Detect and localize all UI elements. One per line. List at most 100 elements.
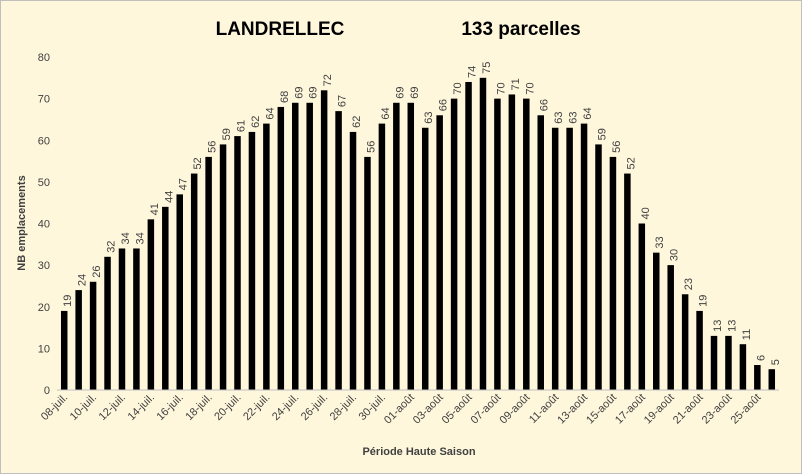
bar [609,156,617,390]
bar-value-label: 34 [134,232,146,244]
bar-value-label: 6 [755,355,767,361]
bar-value-label: 70 [452,82,464,94]
bar [89,281,97,390]
bar-value-label: 56 [611,141,623,153]
x-tick-label: 07-août [469,392,504,427]
bar [653,252,660,390]
bar-value-label: 72 [322,74,334,86]
bar [421,127,429,390]
bar-value-label: 13 [726,320,738,332]
chart-title: LANDRELLEC [216,19,345,40]
y-tick-label: 30 [38,260,50,272]
x-tick-label: 16-juil. [154,392,185,423]
bar [551,127,559,390]
bar-value-label: 69 [394,87,406,99]
bar-value-label: 33 [654,236,666,248]
bar [364,156,371,390]
bar-value-label: 44 [163,191,175,203]
bar [335,111,342,391]
bar [104,256,111,390]
x-tick-label: 13-août [555,392,590,427]
bar-value-label: 52 [625,157,637,169]
x-tick-label: 10-juil. [68,392,99,423]
bar [190,173,198,390]
bar [624,173,631,390]
y-tick-label: 80 [38,52,50,64]
bar-value-label: 66 [438,99,450,111]
bar [277,106,285,390]
bar [754,365,761,390]
bar-value-label: 71 [510,78,522,90]
x-axis-title: Période Haute Saison [362,446,475,458]
bar-value-label: 66 [539,99,551,111]
x-tick-label: 20-juil. [212,392,243,423]
y-axis-title: NB emplacements [16,175,28,270]
bar [407,102,415,390]
bar-value-label: 69 [409,87,421,99]
x-tick-label: 17-août [613,392,648,427]
bar-value-label: 34 [120,232,132,244]
x-tick-label: 21-août [671,392,706,427]
x-tick-label: 01-août [382,392,417,427]
bar-value-label: 59 [597,128,609,140]
bar [537,115,544,391]
y-tick-label: 10 [38,343,50,355]
bar-value-label: 62 [250,116,262,128]
bar-value-label: 70 [524,82,536,94]
x-tick-label: 09-août [498,392,533,427]
bar-value-label: 69 [293,87,305,99]
x-tick-label: 11-août [527,392,561,426]
bar [768,369,776,390]
bar [508,94,516,391]
bar-value-label: 64 [582,107,594,119]
bar [349,131,357,391]
bar-value-label: 64 [264,107,276,119]
bar [320,90,328,391]
x-tick-label: 12-juil. [97,392,128,423]
bar-value-label: 59 [221,128,233,140]
bar-value-label: 23 [683,278,695,290]
bar-value-label: 56 [207,141,219,153]
bar [465,81,472,390]
bar [638,223,646,390]
bar-value-label: 26 [91,266,103,278]
bar [436,115,443,391]
x-tick-label: 25-août [729,392,764,427]
y-tick-label: 50 [38,177,50,189]
bar-value-label: 41 [149,203,161,215]
x-tick-label: 24-juil. [270,392,301,423]
x-tick-label: 05-août [440,392,475,427]
bar-value-label: 75 [481,62,493,74]
bar [523,98,530,390]
bar [147,219,155,390]
bar [595,144,602,390]
bar-value-label: 62 [351,116,363,128]
bar-value-label: 40 [640,207,652,219]
bar [710,335,718,390]
bar-value-label: 61 [236,120,248,132]
bar [234,136,241,390]
bar [263,123,270,390]
chart-subtitle: 133 parcelles [461,19,580,40]
y-tick-label: 20 [38,302,50,314]
x-tick-label: 22-juil. [241,392,272,423]
bar-value-label: 13 [712,320,724,332]
bar [725,335,732,390]
bar [118,248,126,390]
bar-value-label: 63 [423,112,435,124]
bar [176,194,183,390]
bar [479,77,487,390]
bar-value-label: 70 [495,82,507,94]
bar [378,123,386,390]
bar [566,127,573,390]
bar [162,206,169,390]
y-tick-label: 70 [38,94,50,106]
bar [75,290,82,390]
x-tick-label: 03-août [411,392,446,427]
bar [219,144,227,390]
bar [393,102,400,390]
x-tick-label: 23-août [700,392,735,427]
bar-value-label: 11 [741,329,753,340]
